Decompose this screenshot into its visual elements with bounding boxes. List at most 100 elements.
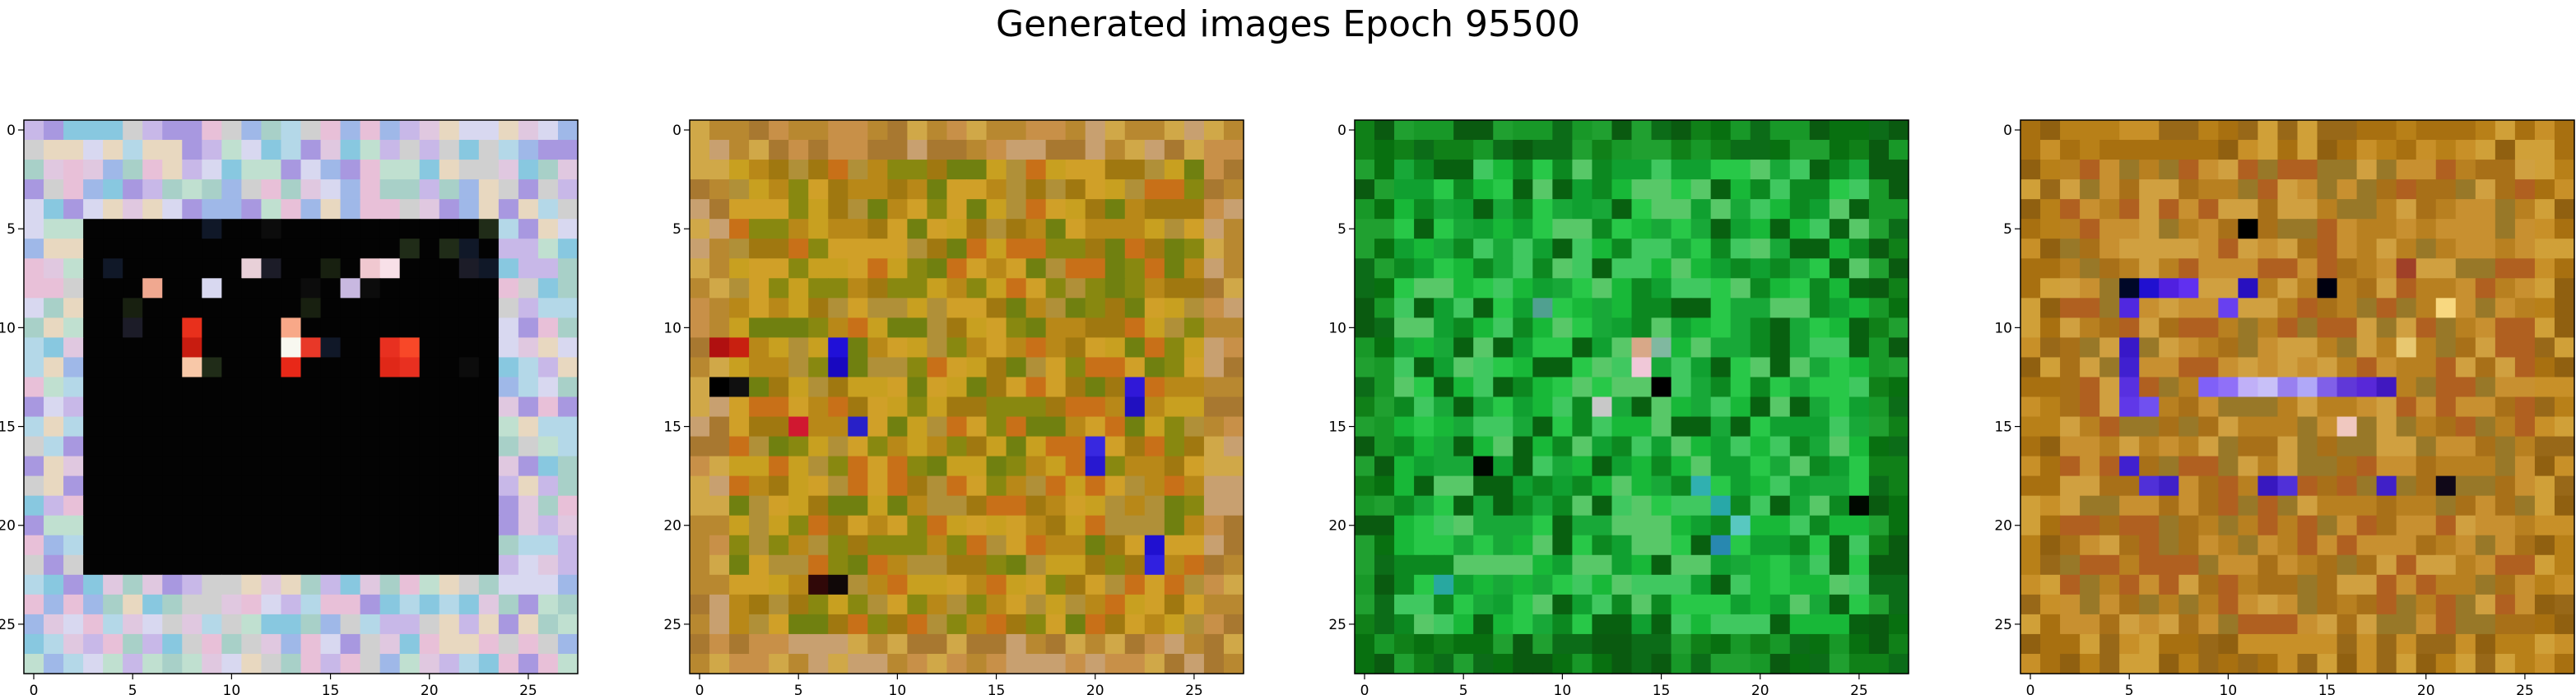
pixel-cell <box>300 377 322 398</box>
pixel-cell <box>1434 535 1454 556</box>
pixel-cell <box>1829 416 1850 438</box>
pixel-cell <box>379 140 401 160</box>
pixel-cell <box>828 554 849 576</box>
pixel-cell <box>1493 179 1514 200</box>
pixel-cell <box>1025 317 1047 338</box>
pixel-cell <box>2020 594 2041 615</box>
pixel-cell <box>986 219 1007 239</box>
pixel-cell <box>2317 515 2338 536</box>
pixel-cell <box>1769 554 1791 576</box>
pixel-cell <box>1493 633 1514 655</box>
pixel-cell <box>518 594 539 615</box>
pixel-cell <box>2257 495 2279 517</box>
pixel-cell <box>1473 377 1494 398</box>
pixel-cell <box>1848 258 1870 279</box>
pixel-cell <box>1532 396 1553 418</box>
pixel-cell <box>1848 337 1870 359</box>
pixel-cell <box>24 317 44 338</box>
pixel-cell <box>340 574 361 595</box>
pixel-cell <box>2040 298 2061 318</box>
pixel-cell <box>340 475 361 497</box>
pixel-cell <box>2218 456 2239 477</box>
pixel-cell <box>2554 140 2575 160</box>
pixel-cell <box>1493 199 1514 220</box>
pixel-cell <box>709 357 730 378</box>
pixel-cell <box>24 179 44 200</box>
pixel-cell <box>498 614 519 635</box>
pixel-cell <box>1414 140 1434 160</box>
pixel-cell <box>2435 357 2457 378</box>
pixel-cell <box>498 495 519 517</box>
pixel-cell <box>867 475 888 497</box>
pixel-cell <box>221 594 242 615</box>
pixel-cell <box>63 377 84 398</box>
pixel-cell <box>1532 317 1553 338</box>
pixel-cell <box>927 120 948 141</box>
pixel-cell <box>1592 456 1613 477</box>
pixel-cell <box>1710 594 1732 615</box>
pixel-cell <box>182 436 202 457</box>
pixel-cell <box>690 219 710 239</box>
pixel-cell <box>1453 317 1474 338</box>
pixel-cell <box>399 436 421 457</box>
pixel-cell <box>1085 495 1106 517</box>
pixel-cell <box>221 120 242 141</box>
pixel-cell <box>1592 653 1613 674</box>
pixel-cell <box>1552 239 1573 259</box>
pixel-cell <box>1203 633 1225 655</box>
pixel-cell <box>769 475 789 497</box>
pixel-cell <box>83 495 104 517</box>
pixel-cell <box>1006 239 1027 259</box>
pixel-cell <box>182 120 202 141</box>
pixel-cell <box>1611 475 1633 497</box>
pixel-cell <box>1730 357 1751 378</box>
pixel-cell <box>478 594 500 615</box>
pixel-cell <box>320 219 342 239</box>
pixel-cell <box>2356 475 2378 497</box>
pixel-cell <box>2020 278 2041 299</box>
pixel-cell <box>2238 574 2259 595</box>
pixel-cell <box>2534 357 2555 378</box>
pixel-cell <box>439 160 460 180</box>
pixel-cell <box>2159 219 2179 239</box>
pixel-cell <box>2495 475 2516 497</box>
pixel-cell <box>300 594 322 615</box>
pixel-cell <box>439 416 460 438</box>
pixel-cell <box>1572 298 1593 318</box>
pixel-cell <box>709 120 730 141</box>
pixel-cell <box>946 535 968 556</box>
pixel-cell <box>1124 574 1146 595</box>
pixel-cell <box>1829 475 1850 497</box>
pixel-cell <box>1572 614 1593 635</box>
pixel-cell <box>2475 535 2496 556</box>
pixel-cell <box>1848 239 1870 259</box>
pixel-cell <box>202 535 222 556</box>
pixel-cell <box>769 554 789 576</box>
pixel-cell <box>1532 377 1553 398</box>
pixel-cell <box>1730 199 1751 220</box>
pixel-cell <box>709 179 730 200</box>
pixel-cell <box>221 475 242 497</box>
pixel-cell <box>1710 377 1732 398</box>
pixel-cell <box>281 337 302 359</box>
pixel-cell <box>2534 160 2555 180</box>
pixel-cell <box>2396 199 2417 220</box>
pixel-cell <box>690 140 710 160</box>
pixel-cell <box>2337 456 2358 477</box>
pixel-cell <box>2060 396 2081 418</box>
pixel-cell <box>2099 456 2120 477</box>
pixel-cell <box>927 574 948 595</box>
pixel-cell <box>1045 594 1067 615</box>
pixel-cell <box>320 515 342 536</box>
pixel-cell <box>1414 515 1434 536</box>
pixel-cell <box>419 594 440 615</box>
pixel-cell <box>379 594 401 615</box>
pixel-cell <box>2337 436 2358 457</box>
pixel-cell <box>2475 337 2496 359</box>
pixel-cell <box>2297 475 2318 497</box>
pixel-cell <box>2198 120 2219 141</box>
pixel-cell <box>1434 298 1454 318</box>
pixel-cell <box>2080 594 2100 615</box>
pixel-cell <box>1104 574 1126 595</box>
pixel-cell <box>182 633 202 655</box>
